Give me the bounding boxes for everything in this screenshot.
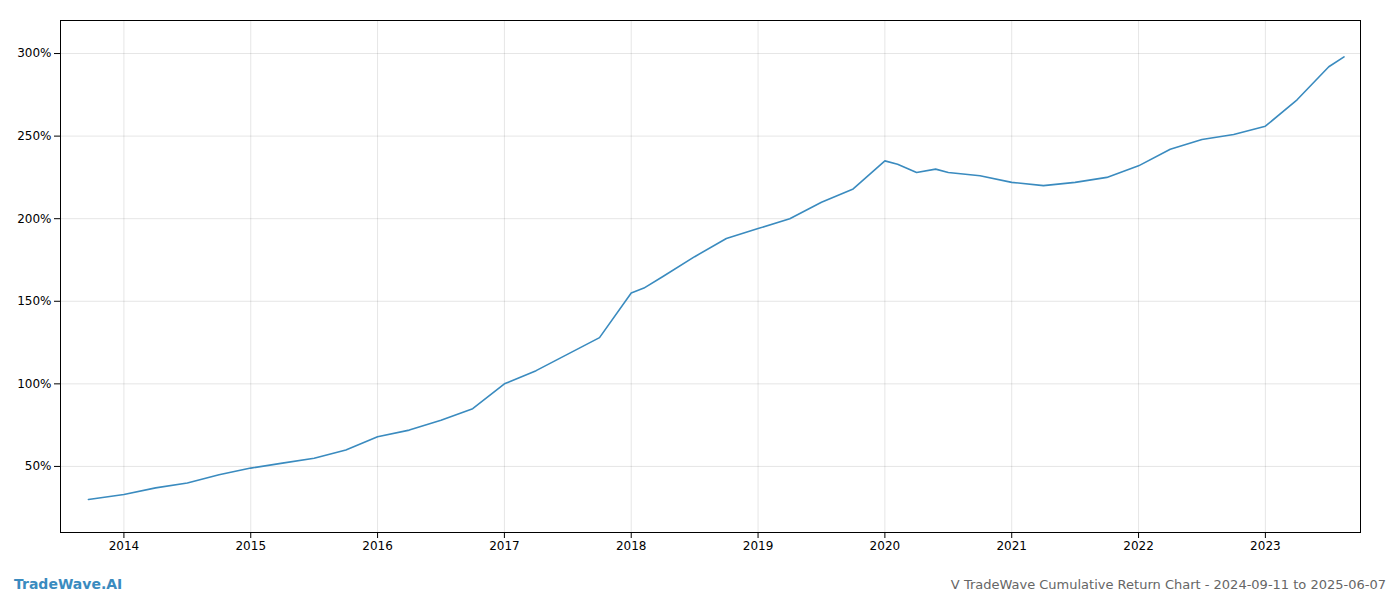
svg-text:2021: 2021 [996, 539, 1027, 553]
svg-text:100%: 100% [17, 377, 51, 391]
svg-text:2022: 2022 [1123, 539, 1154, 553]
svg-text:2018: 2018 [616, 539, 647, 553]
svg-text:2014: 2014 [109, 539, 140, 553]
html-text:V TradeWave Cumulative Return: V TradeWave Cumulative Return Chart - 20… [950, 576, 1386, 592]
svg-text:150%: 150% [17, 294, 51, 308]
svg-text:2020: 2020 [870, 539, 901, 553]
svg-text:50%: 50% [25, 459, 52, 473]
svg-text:250%: 250% [17, 129, 51, 143]
svg-text:2023: 2023 [1250, 539, 1281, 553]
html-text:TradeWave.AI: TradeWave.AI [14, 576, 123, 592]
svg-text:2019: 2019 [743, 539, 774, 553]
svg-text:200%: 200% [17, 212, 51, 226]
svg-text:2017: 2017 [489, 539, 520, 553]
svg-text:2016: 2016 [362, 539, 393, 553]
svg-text:2015: 2015 [235, 539, 266, 553]
svg-text:300%: 300% [17, 46, 51, 60]
